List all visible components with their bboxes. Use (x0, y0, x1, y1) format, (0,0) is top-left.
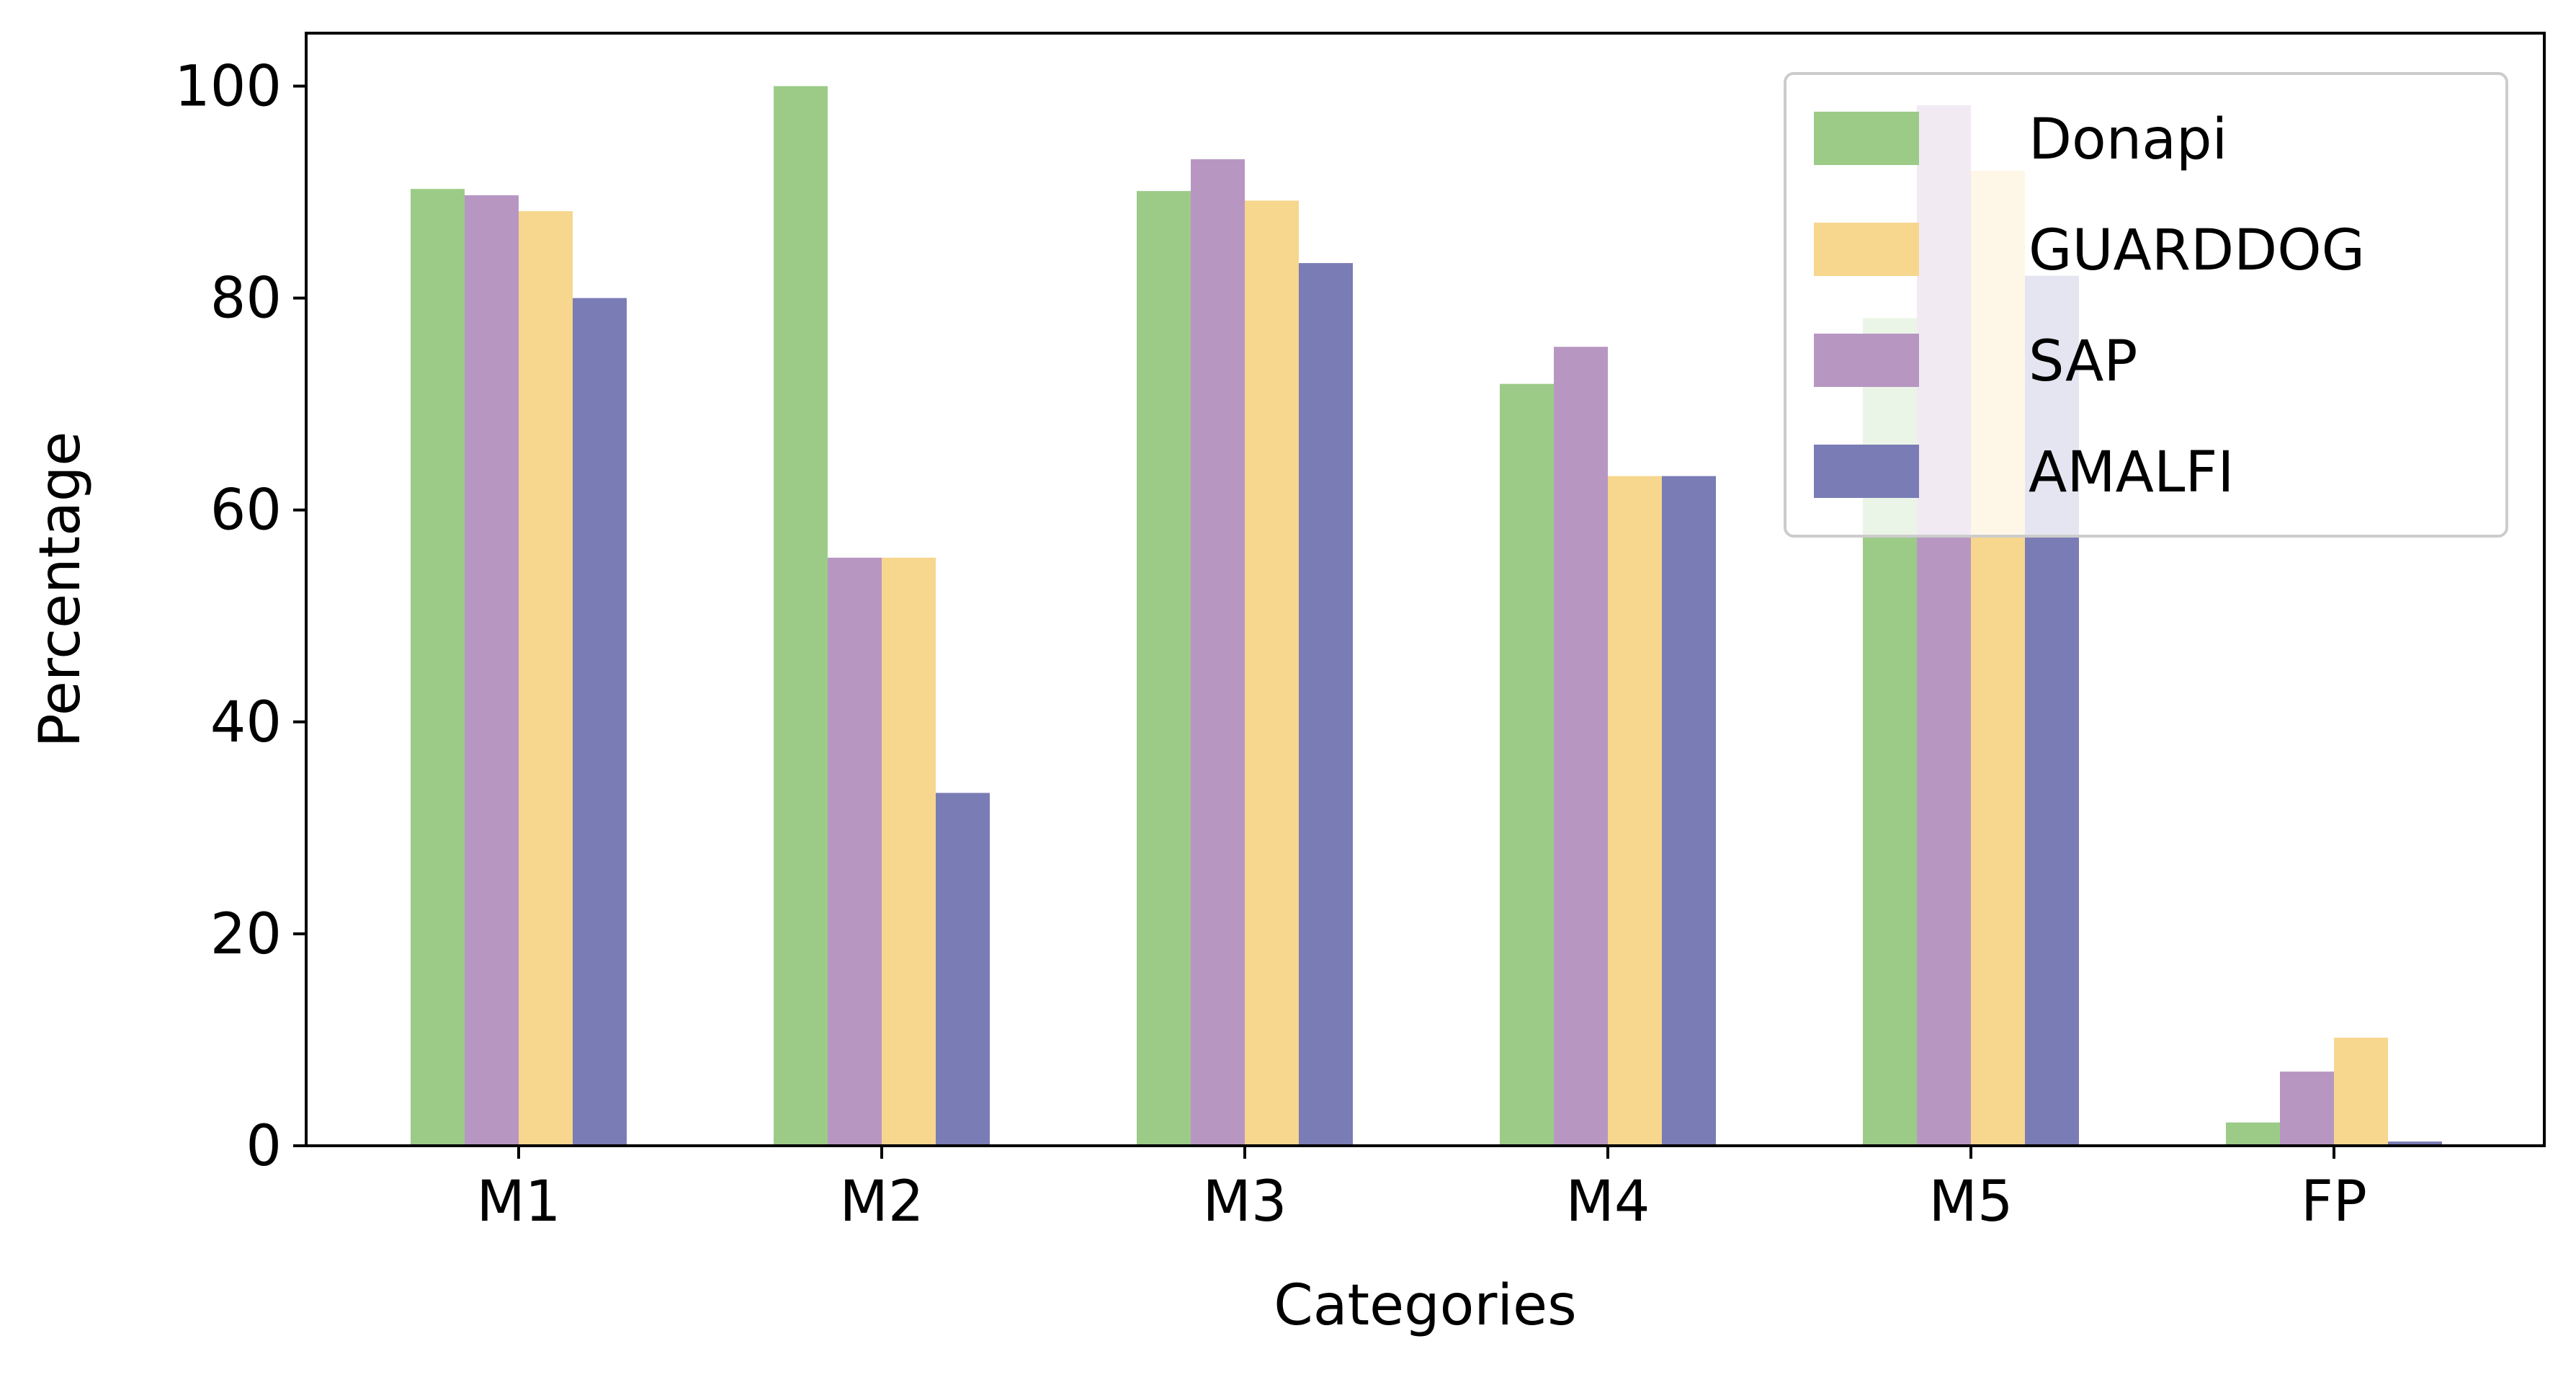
bar-guarddog-m1 (519, 211, 573, 1146)
plot-frame (305, 32, 2546, 1147)
bars-layer (411, 86, 2442, 1146)
bar-amalfi-m1 (573, 298, 627, 1146)
legend: Donapi GUARDDOG SAP AMALFI (1784, 72, 2508, 538)
bar-amalfi-m2 (936, 793, 990, 1146)
bar-amalfi-fp (2388, 1141, 2442, 1146)
bar-sap-m4 (1554, 347, 1608, 1146)
bar-donapi-m2 (774, 86, 828, 1146)
legend-swatch-guarddog (1814, 223, 1919, 276)
bar-amalfi-m3 (1299, 263, 1353, 1146)
bar-guarddog-fp (2334, 1038, 2388, 1146)
y-axis-title: Percentage (28, 432, 93, 748)
bar-donapi-m4 (1500, 383, 1554, 1146)
y-tick-label: 80 (210, 267, 282, 331)
bar-sap-m3 (1191, 159, 1245, 1146)
bar-sap-m1 (465, 195, 519, 1146)
legend-label-donapi: Donapi (2029, 107, 2227, 172)
legend-swatch-sap (1814, 334, 1919, 387)
y-tick-label: 20 (210, 902, 282, 967)
bar-guarddog-m3 (1245, 200, 1299, 1146)
bar-amalfi-m4 (1662, 476, 1716, 1146)
legend-swatch-donapi (1814, 112, 1919, 165)
x-axis-title: Categories (1274, 1273, 1576, 1338)
legend-swatch-amalfi (1814, 445, 1919, 498)
y-tick-label: 100 (174, 55, 282, 120)
bar-donapi-m1 (411, 189, 465, 1146)
x-tick-label: M4 (1566, 1170, 1650, 1234)
x-tick-label: M3 (1203, 1170, 1287, 1234)
bar-donapi-fp (2226, 1122, 2280, 1146)
axes-layer: 0 20 40 60 80 100 M1 M2 M3 M4 M5 FP (174, 32, 2546, 1234)
bar-sap-fp (2280, 1072, 2334, 1146)
bar-donapi-m3 (1137, 191, 1191, 1146)
legend-box (1784, 72, 2508, 538)
bar-guarddog-m4 (1608, 476, 1662, 1146)
y-tick-label: 0 (246, 1114, 282, 1179)
x-tick-label: M2 (840, 1170, 924, 1234)
x-tick-label: M1 (477, 1170, 561, 1234)
x-tick-label: FP (2301, 1170, 2367, 1234)
y-tick-label: 60 (210, 478, 282, 543)
legend-label-amalfi: AMALFI (2029, 440, 2234, 505)
x-tick-label: M5 (1929, 1170, 2013, 1234)
legend-label-guarddog: GUARDDOG (2029, 218, 2365, 283)
bar-guarddog-m2 (882, 557, 936, 1146)
legend-label-sap: SAP (2029, 329, 2137, 394)
bar-sap-m2 (828, 557, 882, 1146)
y-tick-label: 40 (210, 690, 282, 755)
